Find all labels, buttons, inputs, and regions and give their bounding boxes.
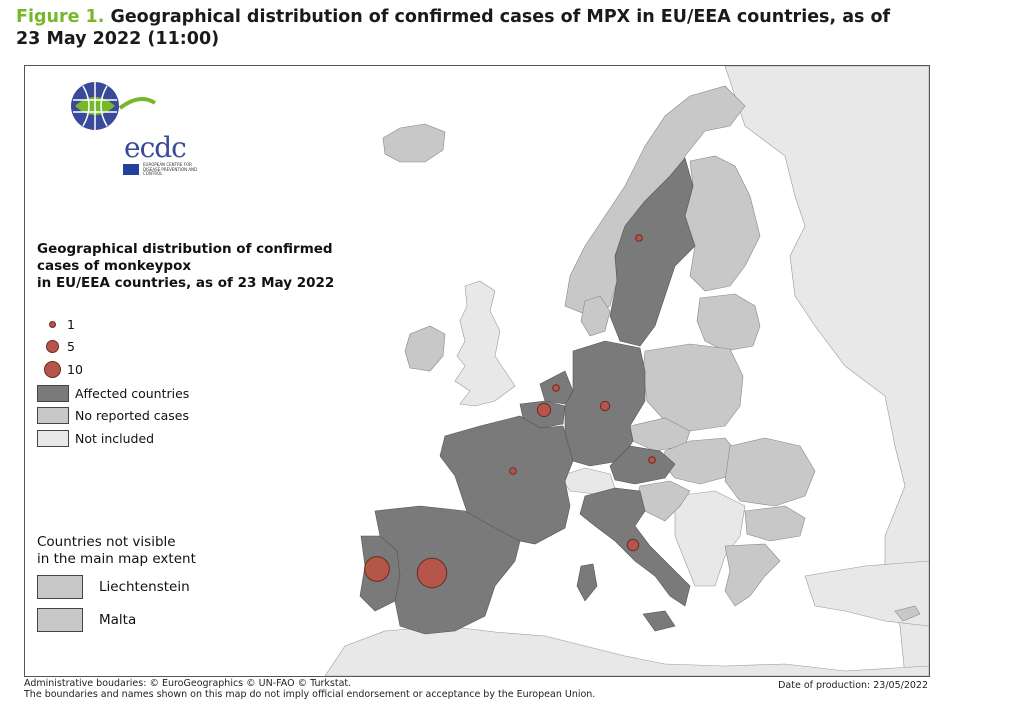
land-russia-east <box>724 66 929 676</box>
bubble-icon <box>43 360 61 378</box>
land-ireland <box>404 325 446 372</box>
bubble-icon <box>45 339 59 353</box>
land-austria <box>609 445 676 485</box>
land-turkey <box>804 560 929 627</box>
land-baltics <box>696 293 761 352</box>
land-sardinia <box>576 563 598 602</box>
figure-number: Figure 1. <box>16 7 105 27</box>
land-sicily <box>642 610 676 632</box>
figure-title: Figure 1. Geographical distribution of c… <box>16 6 916 50</box>
land-iceland <box>382 123 446 163</box>
land-finland <box>684 155 761 292</box>
bubble-france <box>509 467 517 475</box>
legend-size-10: 10 <box>37 360 83 378</box>
case-bubbles <box>364 234 656 589</box>
malta-swatch <box>37 608 83 632</box>
malta-label: Malta <box>99 612 137 628</box>
land-bulgaria <box>744 505 806 542</box>
bubble-belgium <box>536 402 552 418</box>
legend-size-1: 1 <box>37 316 75 332</box>
legend-affected: Affected countries <box>37 384 189 402</box>
ecdc-logo-subtext: EUROPEAN CENTRE FOR DISEASE PREVENTION A… <box>143 162 198 176</box>
globe-icon <box>71 82 157 130</box>
bubble-italy <box>626 538 640 552</box>
swatch-no-cases <box>37 406 69 424</box>
legend-not-included: Not included <box>37 429 154 447</box>
bubble-spain <box>416 557 448 589</box>
legend-title: Geographical distribution of confirmed c… <box>37 241 335 291</box>
not-visible-title: Countries not visible in the main map ex… <box>37 534 196 567</box>
bubble-austria <box>648 456 656 464</box>
footer-credits: Administrative boudaries: © EuroGeograph… <box>24 678 596 700</box>
bubble-sweden <box>635 234 643 242</box>
swatch-not-included <box>37 429 69 447</box>
production-date: Date of production: 23/05/2022 <box>778 680 928 691</box>
legend-size-5: 5 <box>37 338 75 354</box>
swatch-affected <box>37 384 69 402</box>
ecdc-logo: ecdc EUROPEAN CENTRE FOR DISEASE PREVENT… <box>65 78 197 176</box>
liechtenstein-swatch <box>37 575 83 599</box>
ecdc-logo-text: ecdc <box>124 131 187 164</box>
liechtenstein-label: Liechtenstein <box>99 579 190 595</box>
europe-map <box>324 66 929 676</box>
land-north-africa <box>324 625 929 676</box>
land-denmark <box>580 295 611 337</box>
eu-flag-icon <box>123 164 139 175</box>
land-poland <box>642 343 744 432</box>
bubble-netherlands <box>552 384 560 392</box>
bubble-portugal <box>364 556 390 582</box>
figure-title-text: Geographical distribution of confirmed c… <box>16 7 891 49</box>
land-balkans-ni <box>674 490 746 587</box>
bubble-germany <box>599 400 611 412</box>
land-greece <box>724 543 781 607</box>
land-uk <box>454 280 516 407</box>
legend-no-cases: No reported cases <box>37 406 189 424</box>
land-france <box>439 415 574 545</box>
land-cyprus <box>894 605 921 622</box>
map-frame: ecdc EUROPEAN CENTRE FOR DISEASE PREVENT… <box>24 65 930 677</box>
land-romania <box>724 437 816 507</box>
land-sweden <box>609 157 696 347</box>
bubble-icon <box>48 320 56 328</box>
